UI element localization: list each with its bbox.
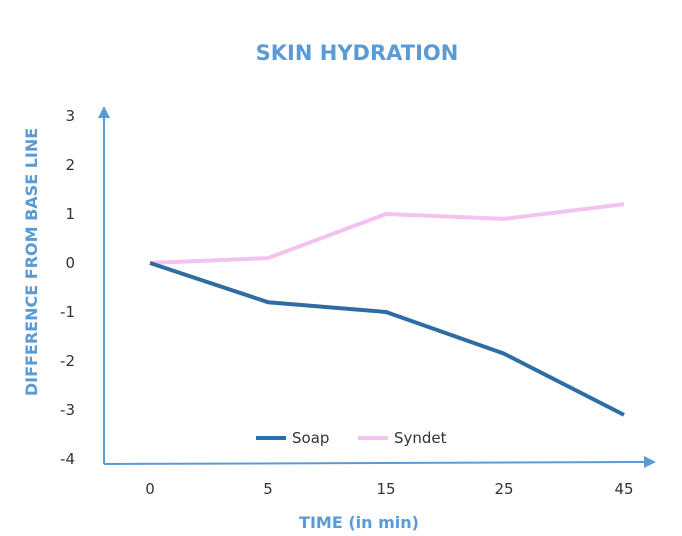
series-line-soap xyxy=(149,261,625,417)
x-tick-label: 15 xyxy=(376,480,395,498)
y-axis-label: DIFFERENCE FROM BASE LINE xyxy=(22,128,41,396)
y-tick-label: 3 xyxy=(65,107,75,125)
x-axis xyxy=(103,461,649,465)
y-tick-label: -2 xyxy=(60,352,75,370)
legend-label: Soap xyxy=(292,429,329,447)
y-axis-arrow-icon xyxy=(98,106,110,118)
y-tick-label: -3 xyxy=(60,401,75,419)
y-tick-label: -1 xyxy=(60,303,75,321)
y-tick-label: 1 xyxy=(65,205,75,223)
series-line-syndet xyxy=(149,202,625,265)
x-tick-label: 45 xyxy=(614,480,633,498)
x-axis-arrow-icon xyxy=(644,456,656,468)
y-tick-label: 0 xyxy=(65,254,75,272)
x-tick-label: 5 xyxy=(263,480,273,498)
y-tick-label: -4 xyxy=(60,450,75,468)
y-tick-label: 2 xyxy=(65,156,75,174)
x-tick-label: 0 xyxy=(145,480,155,498)
chart-title: SKIN HYDRATION xyxy=(256,41,459,65)
x-tick-label: 25 xyxy=(494,480,513,498)
legend-label: Syndet xyxy=(394,429,447,447)
x-axis-label: TIME (in min) xyxy=(299,513,419,532)
